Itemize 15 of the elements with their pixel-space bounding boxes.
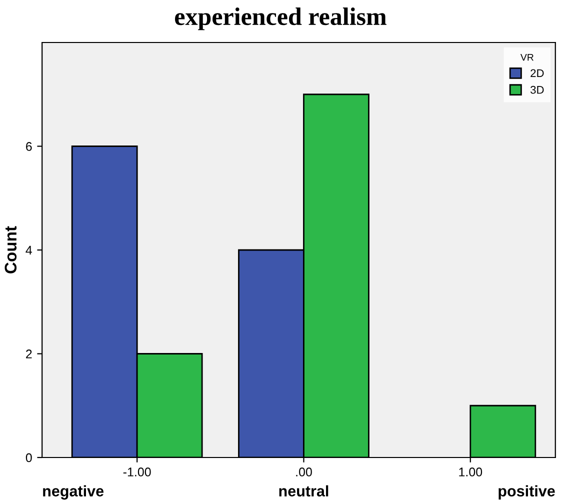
y-tick-label: 0: [26, 453, 32, 462]
y-axis-title: Count: [4, 226, 17, 274]
y-tick-label: 4: [26, 246, 32, 255]
y-tick-label: 2: [26, 350, 32, 358]
y-tick-label: 6: [26, 142, 32, 151]
text: neutral: [279, 485, 328, 496]
legend-label: 2D: [530, 69, 544, 78]
x-tick-label: 1.00: [459, 468, 482, 476]
text: negative: [43, 485, 104, 500]
x-tick-label: .00: [296, 468, 312, 476]
chart-title: experienced realism: [175, 8, 386, 30]
legend-label: 3D: [530, 86, 544, 94]
x-tick-label: -1.00: [123, 468, 151, 476]
legend-title: VR: [520, 54, 534, 61]
text: positive: [498, 485, 555, 500]
